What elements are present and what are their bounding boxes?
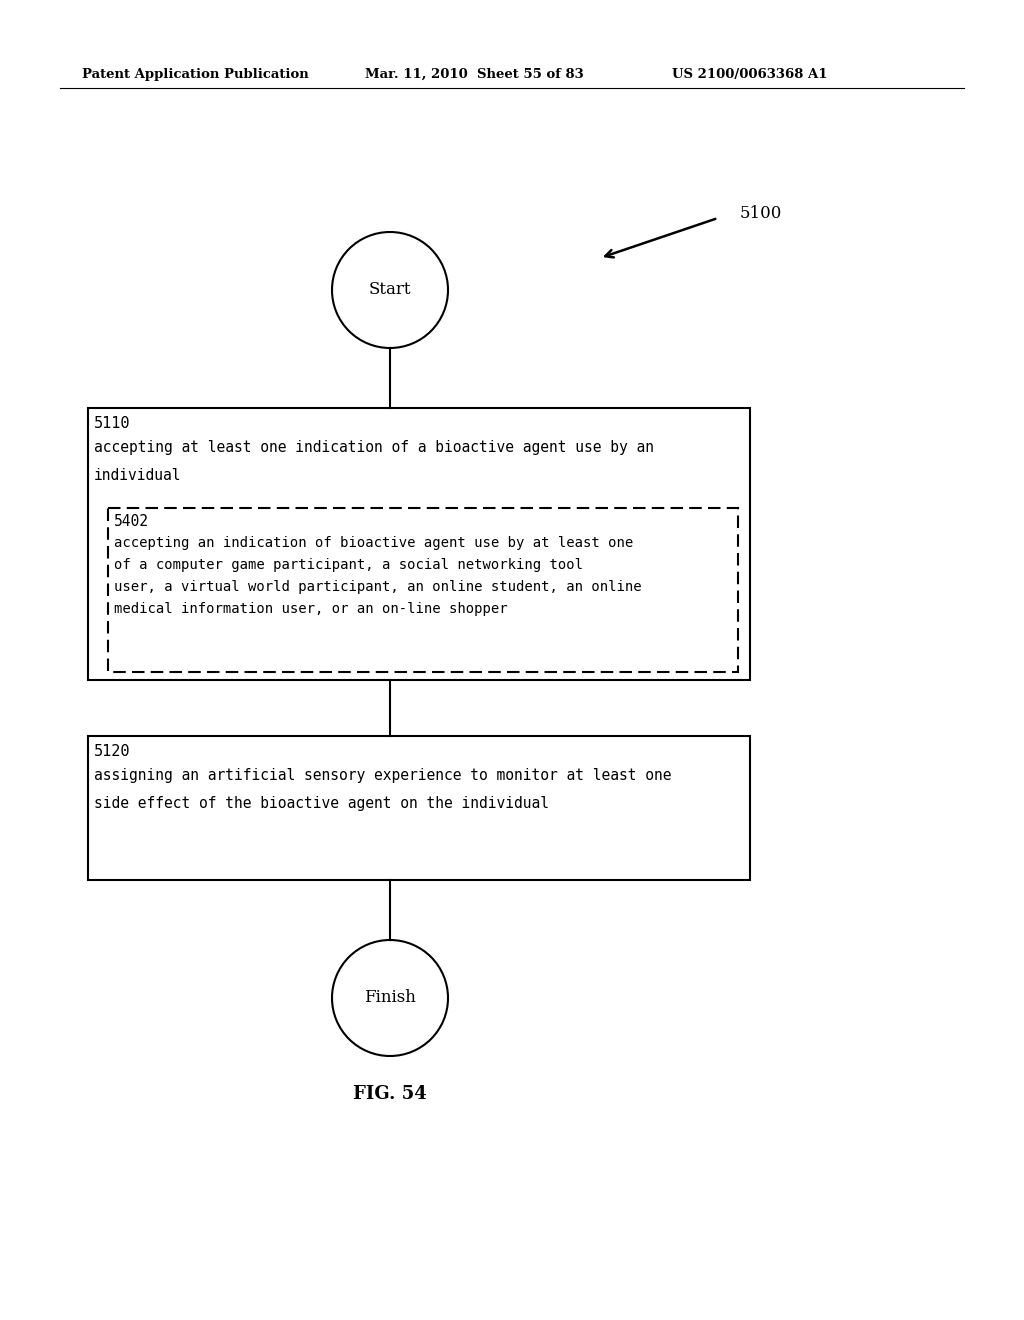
Bar [88,737,750,880]
Text: US 2100/0063368 A1: US 2100/0063368 A1 [672,69,827,81]
Text: medical information user, or an on-line shopper: medical information user, or an on-line … [114,602,508,616]
Text: Mar. 11, 2010  Sheet 55 of 83: Mar. 11, 2010 Sheet 55 of 83 [365,69,584,81]
Text: Finish: Finish [365,990,416,1006]
Text: accepting at least one indication of a bioactive agent use by an: accepting at least one indication of a b… [94,440,654,455]
Text: assigning an artificial sensory experience to monitor at least one: assigning an artificial sensory experien… [94,768,672,783]
Text: Start: Start [369,281,412,298]
Text: of a computer game participant, a social networking tool: of a computer game participant, a social… [114,558,583,572]
Text: side effect of the bioactive agent on the individual: side effect of the bioactive agent on th… [94,796,549,810]
Text: 5402: 5402 [114,513,150,529]
Text: 5110: 5110 [94,416,130,432]
Bar [108,508,738,672]
Text: user, a virtual world participant, an online student, an online: user, a virtual world participant, an on… [114,579,642,594]
Text: individual: individual [94,469,181,483]
Text: 5120: 5120 [94,744,130,759]
Text: 5100: 5100 [740,205,782,222]
Text: accepting an indication of bioactive agent use by at least one: accepting an indication of bioactive age… [114,536,633,550]
Bar [88,408,750,680]
Text: FIG. 54: FIG. 54 [353,1085,427,1104]
Text: Patent Application Publication: Patent Application Publication [82,69,309,81]
